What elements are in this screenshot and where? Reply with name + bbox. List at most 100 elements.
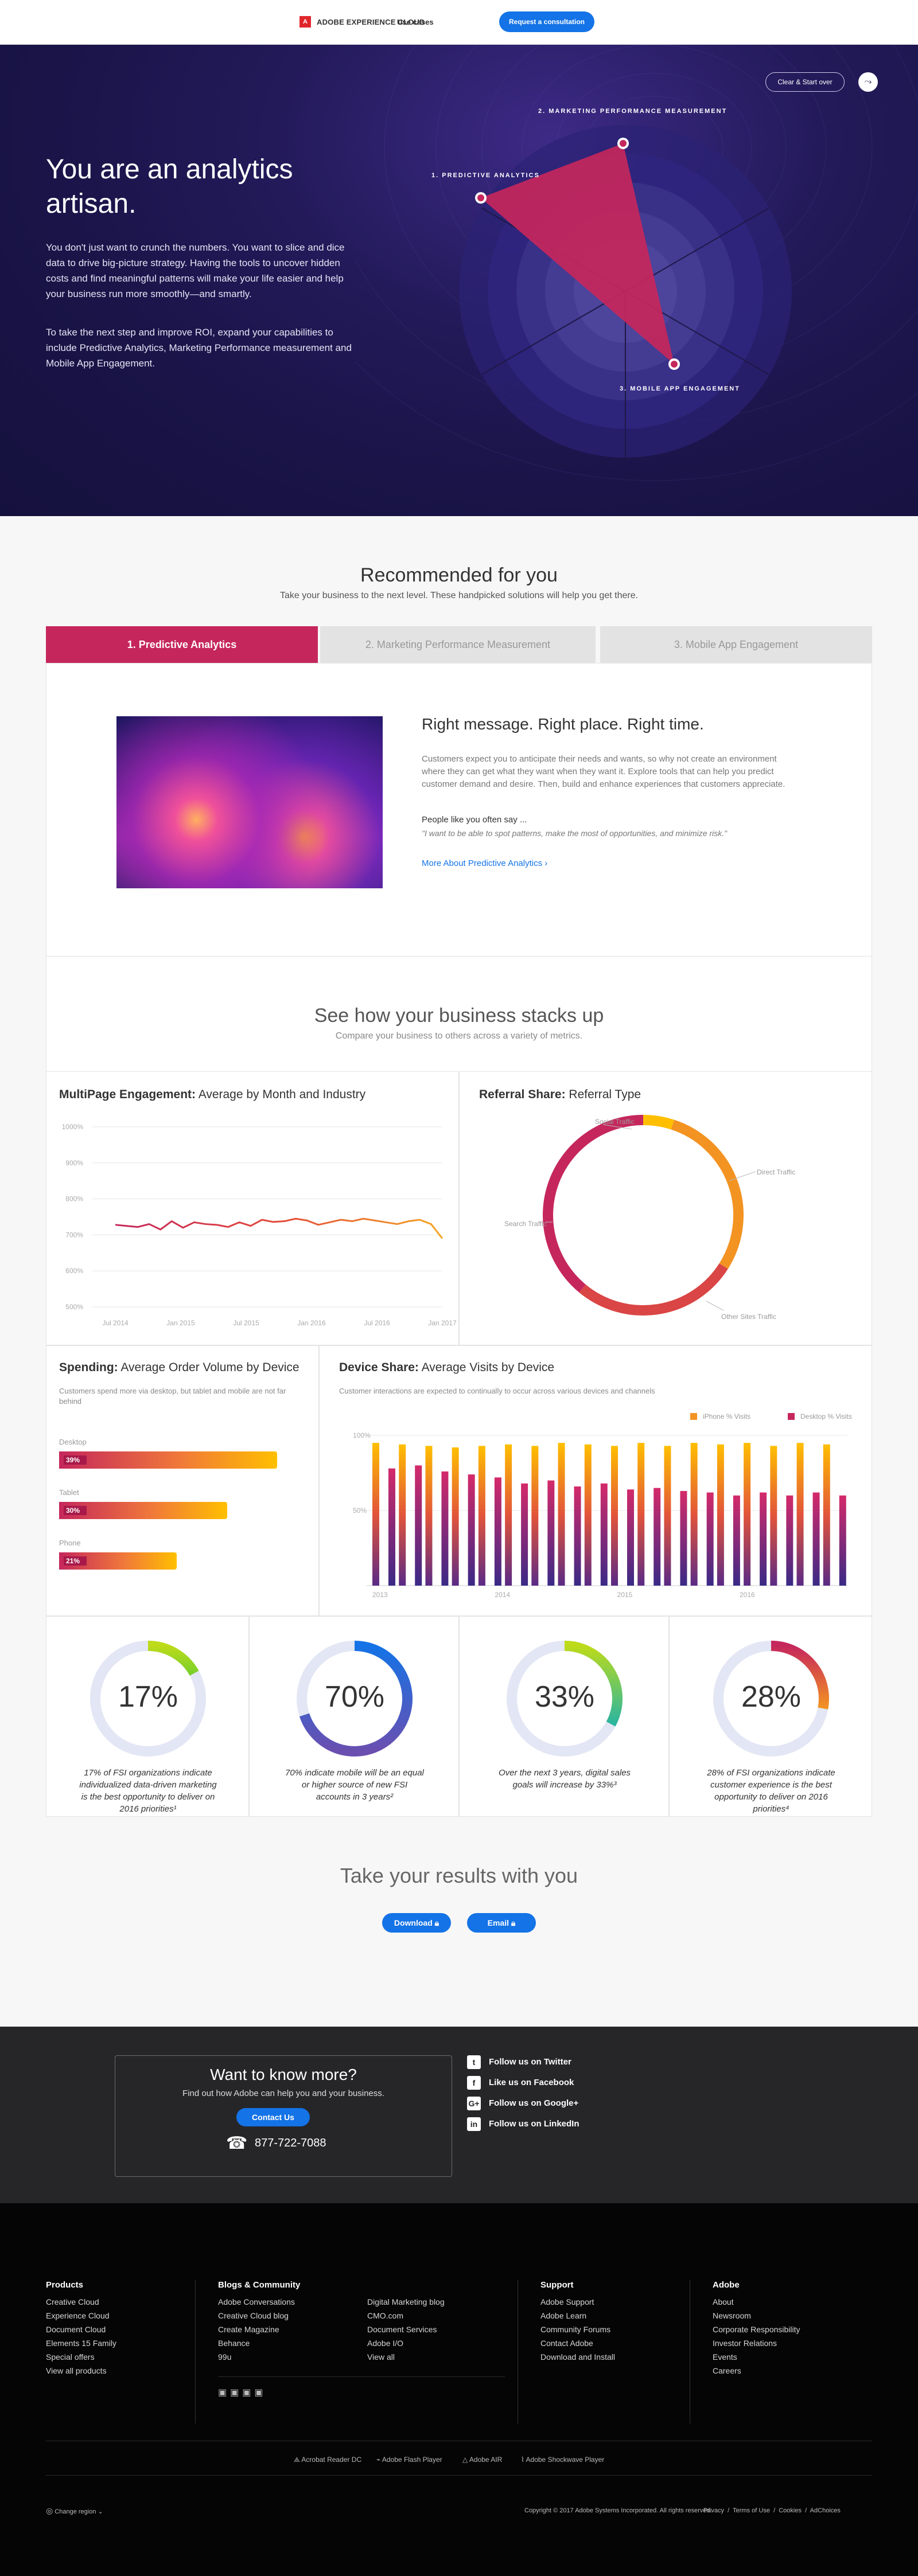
footer-link[interactable]: View all: [367, 2352, 395, 2362]
social-twitter[interactable]: t Follow us on Twitter: [467, 2055, 571, 2069]
adchoices-link[interactable]: AdChoices: [810, 2507, 841, 2514]
spending-bar-tablet: 30%: [59, 1502, 227, 1519]
bar-desktop: [839, 1495, 846, 1586]
twitter-icon: t: [467, 2055, 481, 2069]
tab-predictive-analytics[interactable]: 1. Predictive Analytics: [46, 626, 318, 670]
tab-mobile-app-engagement[interactable]: 3. Mobile App Engagement: [600, 626, 872, 663]
footer-link[interactable]: Document Services: [367, 2325, 437, 2334]
legend-desktop: Desktop % Visits: [788, 1411, 852, 1422]
brand-name[interactable]: ADOBE EXPERIENCE CLOUD: [317, 18, 425, 26]
stat-donut-1: [90, 1641, 206, 1757]
footer-link[interactable]: Adobe Support: [540, 2297, 594, 2306]
acrobat-icon: ⟁: [294, 2456, 300, 2464]
footer-link[interactable]: Adobe Learn: [540, 2311, 587, 2320]
instagram-icon[interactable]: ▣: [254, 2388, 267, 2398]
footer-link[interactable]: Behance: [218, 2339, 250, 2348]
bar-iphone: [770, 1446, 777, 1586]
stat-card-3: 33% Over the next 3 years, digital sales…: [459, 1616, 669, 1817]
plugin-acrobat[interactable]: ⟁ Acrobat Reader DC: [294, 2456, 362, 2464]
share-icon[interactable]: ⤳: [858, 72, 878, 92]
hero-paragraph-2: To take the next step and improve ROI, e…: [46, 327, 352, 369]
email-button[interactable]: Email 🔒︎: [467, 1913, 536, 1933]
want-more-subtitle: Find out how Adobe can help you and your…: [182, 2089, 384, 2098]
bar-iphone: [664, 1446, 671, 1586]
more-predictive-analytics-link[interactable]: More About Predictive Analytics ›: [422, 858, 548, 868]
donut-leader-line: [602, 1124, 632, 1130]
plugin-air[interactable]: △ Adobe AIR: [462, 2456, 503, 2464]
footer-link[interactable]: Create Magazine: [218, 2325, 279, 2334]
take-results-title: Take your results with you: [340, 1864, 578, 1887]
change-region-button[interactable]: ◎ Change region ⌄: [46, 2506, 103, 2515]
want-more-title: Want to know more?: [210, 2066, 357, 2083]
footer-link[interactable]: Community Forums: [540, 2325, 611, 2334]
terms-link[interactable]: Terms of Use: [733, 2507, 770, 2514]
footer-link[interactable]: Document Cloud: [46, 2325, 106, 2334]
footer-link[interactable]: 99u: [218, 2352, 232, 2362]
social-facebook[interactable]: f Like us on Facebook: [467, 2076, 574, 2090]
footer-link[interactable]: Investor Relations: [713, 2339, 777, 2348]
bar-desktop: [415, 1465, 422, 1586]
multipage-title: MultiPage Engagement: Average by Month a…: [59, 1088, 366, 1101]
facebook-icon[interactable]: ▣: [218, 2388, 231, 2398]
stat-arc: [299, 1641, 413, 1757]
clear-start-over-button[interactable]: Clear & Start over: [765, 72, 845, 92]
footer-link[interactable]: Creative Cloud blog: [218, 2311, 289, 2320]
footer-link[interactable]: Special offers: [46, 2352, 95, 2362]
recommendation-body: Customers expect you to anticipate their…: [422, 754, 785, 789]
stacks-subtitle: Compare your business to others across a…: [335, 1031, 583, 1041]
donut-leader-line: [706, 1301, 724, 1311]
adobe-logo-icon[interactable]: A: [299, 16, 311, 28]
stat-text-3: Over the next 3 years, digital sales goa…: [498, 1768, 631, 1790]
footer-link[interactable]: Download and Install: [540, 2352, 615, 2362]
footer-link[interactable]: View all products: [46, 2366, 107, 2375]
footer-products-list: Creative Cloud Experience Cloud Document…: [46, 2295, 116, 2378]
hero-section: 1. PREDICTIVE ANALYTICS 2. MARKETING PER…: [0, 45, 918, 516]
spending-card: Spending: Average Order Volume by Device…: [46, 1345, 319, 1616]
social-googleplus[interactable]: G+ Follow us on Google+: [467, 2097, 578, 2110]
linkedin-icon[interactable]: ▣: [242, 2388, 255, 2398]
footer-link[interactable]: Experience Cloud: [46, 2311, 110, 2320]
y-tick-label: 50%: [353, 1506, 367, 1515]
x-tick-label: 2016: [740, 1591, 755, 1599]
footer-blogs-rule: [218, 2376, 505, 2377]
download-button[interactable]: Download 🔒︎: [382, 1913, 451, 1933]
bar-value-phone: 21%: [64, 1556, 87, 1566]
cookies-link[interactable]: Cookies: [779, 2507, 802, 2514]
footer-link[interactable]: Elements 15 Family: [46, 2339, 116, 2348]
request-consultation-button[interactable]: Request a consultation: [499, 11, 594, 32]
bar-iphone: [637, 1443, 645, 1586]
donut-label-social: Social Traffic: [595, 1118, 635, 1126]
phone-number[interactable]: 877-722-7088: [255, 2137, 326, 2149]
footer-link[interactable]: Adobe I/O: [367, 2339, 404, 2348]
recommendation-headline: Right message. Right place. Right time.: [422, 715, 704, 733]
y-tick-label: 1000%: [62, 1123, 84, 1131]
use-cases-link[interactable]: Use cases: [397, 18, 434, 26]
y-tick-label: 600%: [65, 1267, 83, 1275]
footer-link[interactable]: Adobe Conversations: [218, 2297, 295, 2306]
plugin-flash[interactable]: ⌁ Adobe Flash Player: [376, 2456, 442, 2464]
footer-link[interactable]: Events: [713, 2352, 737, 2362]
contact-us-button[interactable]: Contact Us: [236, 2108, 310, 2126]
plugin-shockwave[interactable]: ⌇ Adobe Shockwave Player: [521, 2456, 605, 2464]
social-linkedin[interactable]: in Follow us on LinkedIn: [467, 2117, 579, 2131]
tab-marketing-performance[interactable]: 2. Marketing Performance Measurement: [320, 626, 596, 663]
privacy-link[interactable]: Privacy: [703, 2507, 725, 2514]
legend-iphone: iPhone % Visits: [690, 1411, 750, 1422]
footer-link[interactable]: Corporate Responsibility: [713, 2325, 800, 2334]
stat-percent-1: 17%: [118, 1680, 178, 1714]
bar-desktop: [521, 1483, 528, 1586]
globe-icon: ◎: [46, 2506, 53, 2515]
footer-link[interactable]: Contact Adobe: [540, 2339, 593, 2348]
bar-iphone: [717, 1444, 724, 1586]
footer-link[interactable]: Newsroom: [713, 2311, 751, 2320]
footer-link[interactable]: About: [713, 2297, 734, 2306]
twitter-icon[interactable]: ▣: [230, 2388, 243, 2398]
bar-label-phone: Phone: [59, 1539, 81, 1547]
footer-link[interactable]: Digital Marketing blog: [367, 2297, 445, 2306]
footer-link[interactable]: CMO.com: [367, 2311, 403, 2320]
radar-area: [481, 143, 674, 364]
radar-label-predictive: 1. PREDICTIVE ANALYTICS: [431, 172, 540, 179]
footer-link[interactable]: Creative Cloud: [46, 2297, 99, 2306]
stat-arc: [147, 1641, 199, 1676]
footer-link[interactable]: Careers: [713, 2366, 741, 2375]
